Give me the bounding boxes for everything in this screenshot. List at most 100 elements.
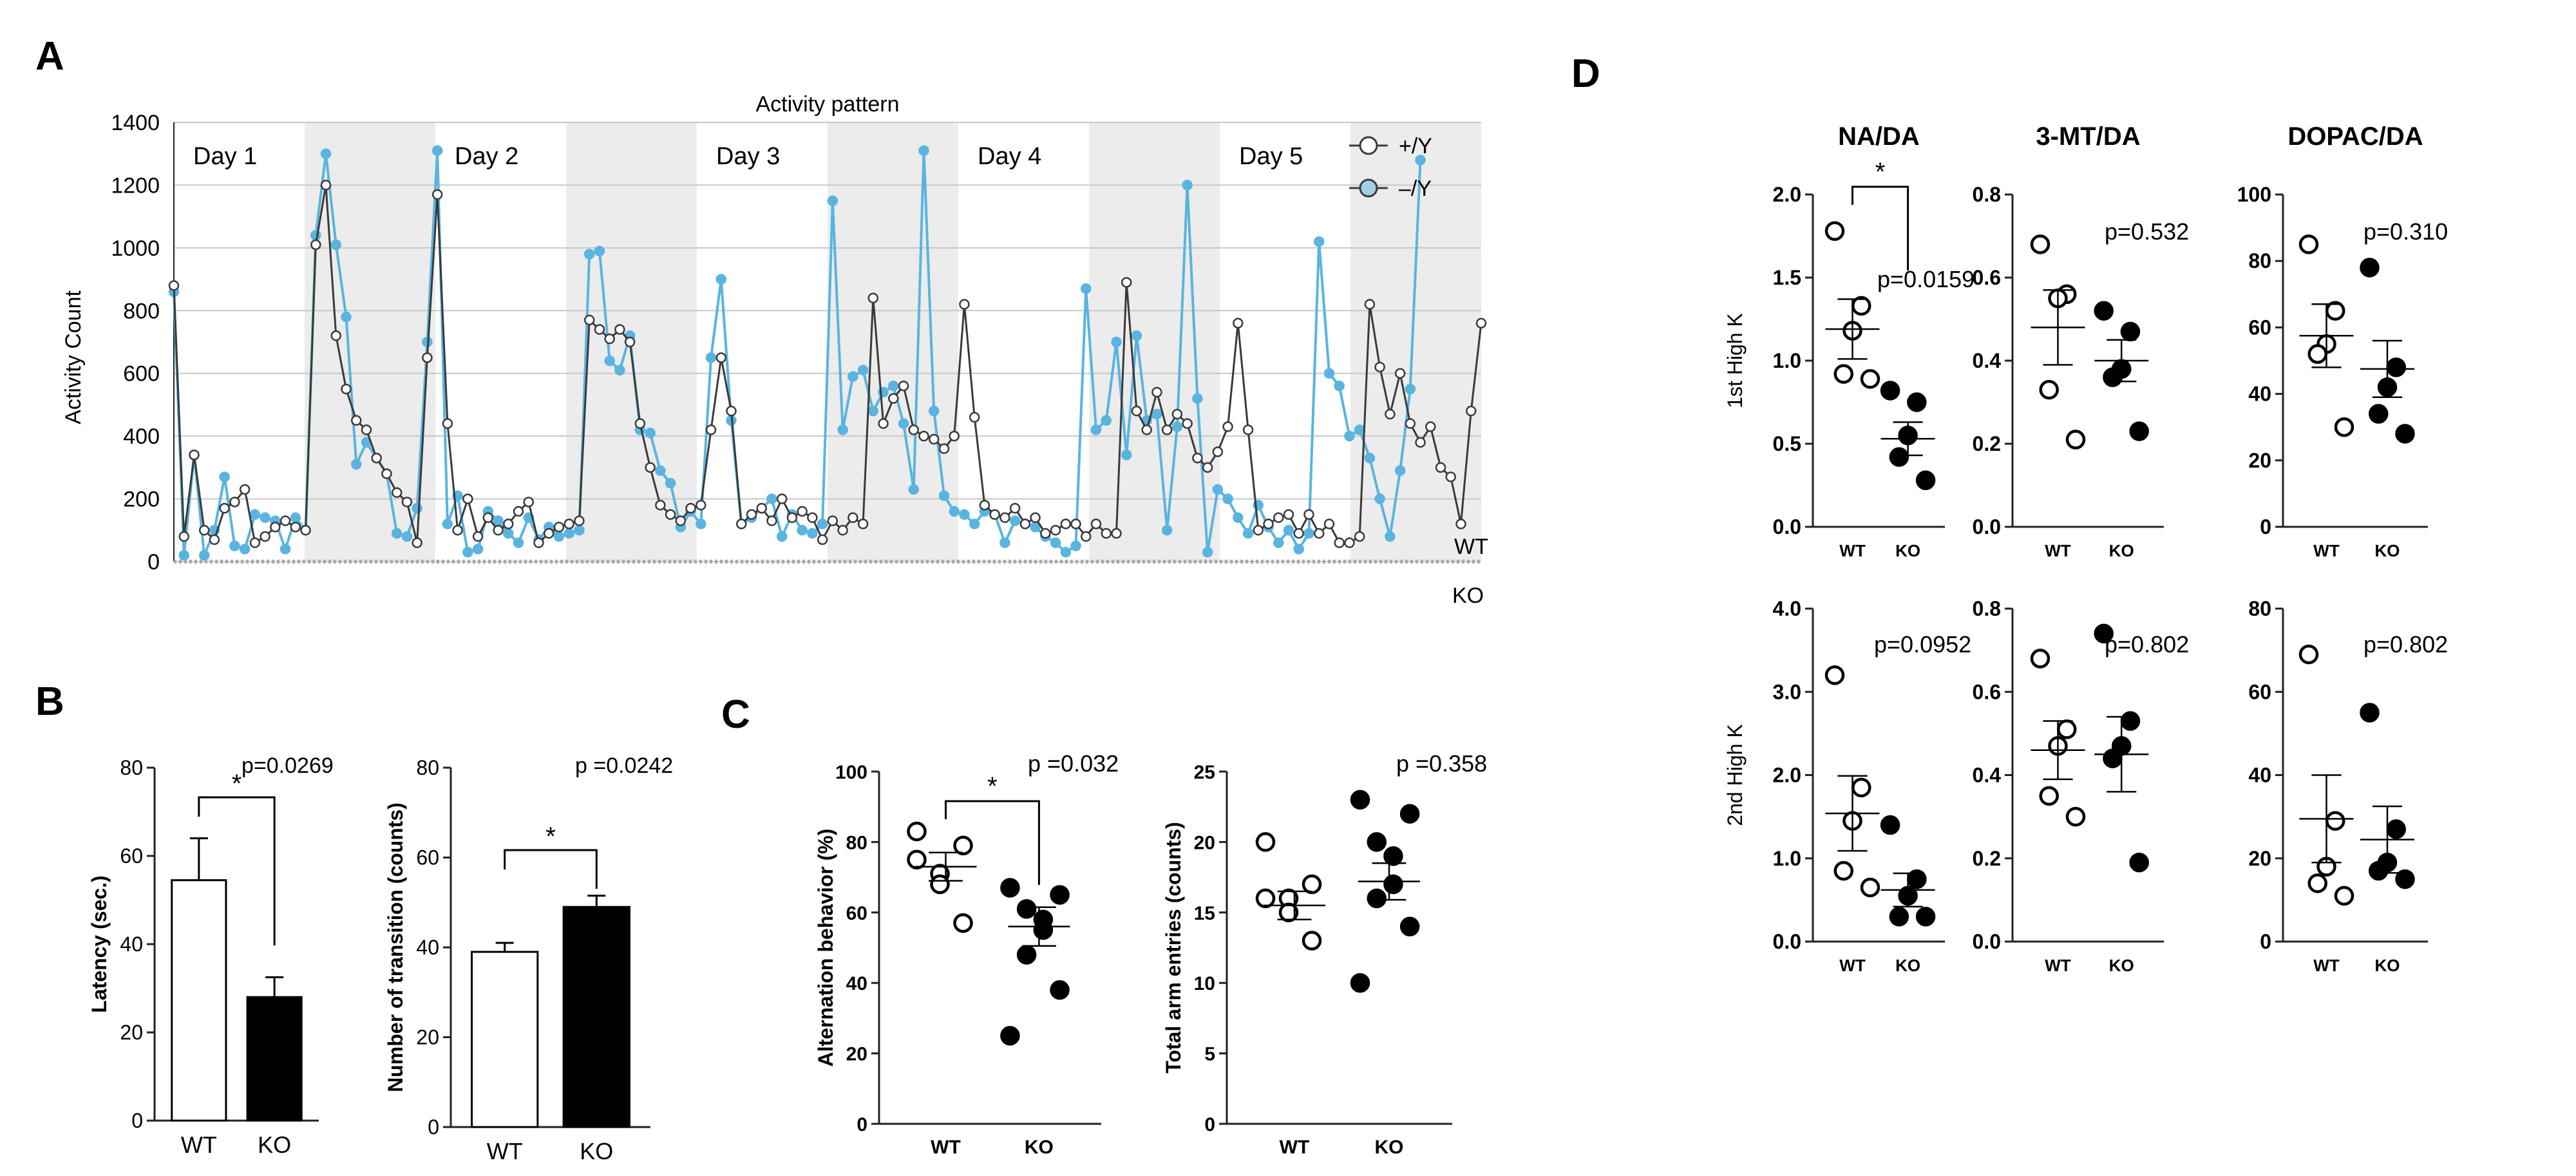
y-tick-label: 60 — [846, 903, 867, 924]
y-tick-label: 0.2 — [1973, 432, 2001, 455]
data-point-wt — [807, 512, 818, 524]
data-point-ko — [330, 239, 342, 251]
data-point-wt — [817, 534, 828, 545]
data-point-wt — [2039, 786, 2059, 806]
data-point-ko — [2360, 703, 2380, 723]
data-point-wt — [503, 518, 514, 529]
data-point-wt — [756, 502, 767, 514]
data-point-wt — [959, 299, 970, 310]
data-point-ko — [1907, 392, 1927, 412]
data-point-ko — [1033, 920, 1054, 940]
x-tick-label: KO — [1375, 1137, 1404, 1158]
y-tick-label: 1400 — [111, 111, 160, 135]
data-point-ko — [1050, 980, 1070, 1000]
data-point-ko — [776, 531, 788, 542]
data-point-wt — [2307, 344, 2327, 364]
data-point-ko — [1070, 540, 1081, 551]
data-point-ko — [351, 459, 362, 470]
p-value-label: p=0.310 — [2363, 218, 2448, 245]
data-point-wt — [1824, 665, 1845, 685]
legend-wt-marker — [1359, 136, 1378, 155]
x-tick-label: WT — [2045, 956, 2071, 975]
data-point-ko — [2120, 321, 2141, 342]
dark-phase-band — [828, 122, 958, 562]
data-point-wt — [675, 515, 687, 526]
data-point-ko — [341, 311, 352, 323]
y-axis-title: Number of transition (counts) — [384, 802, 407, 1092]
activity-pattern-chart: Day 1 Day 2 Day 3 Day 4 Day 5 0 200 400 600 800 1… — [61, 92, 1488, 608]
arm-entries-scatter-chart: 0 5 10 15 20 25 WT KO Total arm entries (counts)… — [1162, 750, 1487, 1158]
y-tick-label: 2.0 — [1773, 764, 1801, 787]
data-point-wt — [634, 418, 646, 429]
data-point-ko — [1050, 537, 1061, 549]
activity-y-label: Activity Count — [61, 290, 86, 424]
y-tick-label: 0.6 — [1973, 680, 2001, 703]
data-point-wt — [1394, 368, 1406, 379]
data-point-ko — [1385, 531, 1396, 542]
data-point-wt — [198, 525, 210, 536]
data-point-wt — [908, 424, 920, 435]
y-tick-label: 80 — [416, 756, 439, 779]
data-point-wt — [371, 452, 382, 464]
data-point-wt — [857, 518, 869, 529]
data-point-wt — [290, 522, 301, 533]
legend-ko-marker — [1359, 178, 1378, 198]
y-tick-label: 5 — [1204, 1044, 1215, 1065]
data-point-wt — [1302, 931, 1322, 951]
data-point-ko — [2386, 819, 2406, 839]
y-tick-label: 20 — [2248, 847, 2271, 870]
data-point-wt — [1101, 527, 1112, 539]
p-value-label: p=0.0159 — [1877, 266, 1975, 292]
data-point-wt — [533, 537, 544, 549]
data-point-wt — [431, 189, 443, 200]
data-point-wt — [696, 500, 706, 511]
data-point-wt — [685, 502, 696, 514]
data-point-wt — [523, 497, 535, 507]
data-point-ko — [2103, 367, 2123, 388]
y-tick-label: 1.0 — [1773, 847, 1801, 870]
na-da-2nd-chart: 0.0 1.0 2.0 3.0 4.0 WT KO 2nd High K p=0.0952 — [1723, 597, 1971, 975]
data-point-ko — [857, 365, 869, 376]
data-point-wt — [1009, 502, 1021, 514]
data-point-wt — [279, 515, 291, 526]
data-point-wt — [1081, 531, 1092, 542]
data-point-ko — [827, 195, 838, 207]
data-point-ko — [949, 506, 960, 517]
data-point-ko — [564, 527, 574, 539]
row-label-wt: WT — [1454, 535, 1488, 559]
data-point-ko — [1161, 525, 1173, 536]
data-point-wt — [837, 525, 848, 536]
data-point-wt — [1060, 518, 1072, 529]
y-tick-label: 0 — [2260, 930, 2271, 953]
data-point-wt — [928, 433, 940, 445]
significance-star: * — [987, 772, 998, 801]
significance-star: * — [545, 822, 556, 851]
data-point-wt — [1019, 518, 1031, 529]
y-tick-label: 40 — [120, 933, 143, 956]
data-point-ko — [1399, 916, 1420, 936]
data-point-wt — [564, 518, 574, 529]
data-point-wt — [1374, 361, 1385, 373]
data-point-wt — [938, 443, 950, 454]
data-point-wt — [422, 352, 433, 363]
y-tick-label: 60 — [2248, 316, 2271, 339]
y-tick-label: 100 — [835, 762, 867, 783]
data-point-ko — [837, 424, 848, 435]
data-point-ko — [1399, 804, 1420, 824]
data-point-wt — [168, 280, 180, 291]
data-point-ko — [2395, 424, 2415, 444]
day-label: Day 3 — [716, 143, 780, 170]
data-point-wt — [665, 509, 676, 520]
alternation-scatter-chart: 0 20 40 60 80 100 WT KO Alternation behavior (%)… — [814, 750, 1119, 1158]
data-point-ko — [1273, 537, 1284, 549]
data-point-wt — [1050, 525, 1061, 536]
data-point-wt — [1192, 452, 1203, 464]
data-point-wt — [1255, 888, 1276, 909]
data-point-ko — [594, 245, 605, 256]
data-point-ko — [696, 518, 706, 529]
data-point-wt — [989, 509, 1000, 520]
significance-bracket — [945, 800, 1040, 885]
data-point-wt — [351, 415, 362, 426]
column-title: DOPAC/DA — [2287, 122, 2423, 151]
